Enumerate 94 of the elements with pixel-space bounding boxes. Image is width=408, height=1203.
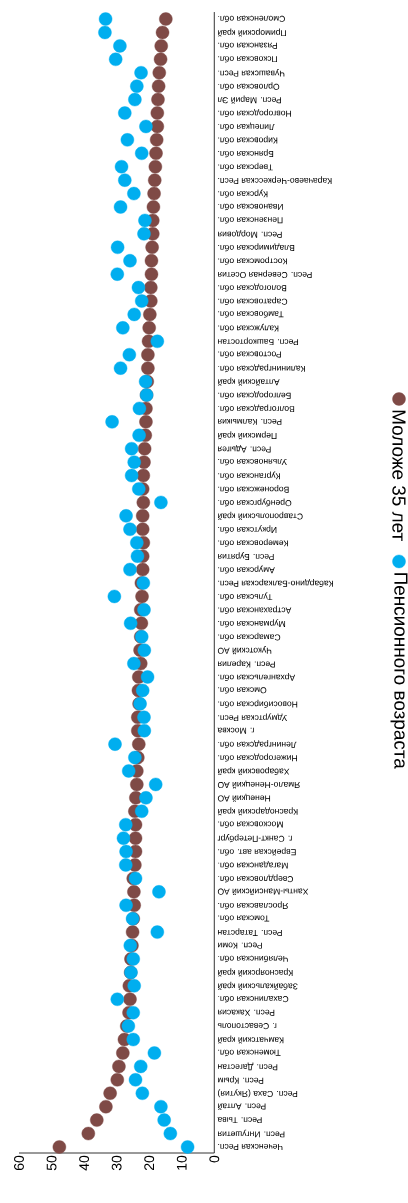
y-tick-label: Удмуртская Респ. (218, 713, 288, 722)
y-tick-label: Респ. Марий Эл (218, 95, 281, 104)
y-tick-label: Ярославская обл. (218, 901, 288, 910)
y-tick-label: Красноярский край (218, 968, 293, 977)
y-tick-label: Респ. Саха (Якутия) (218, 1089, 298, 1098)
y-tick-label: Респ. Татарстан (218, 928, 282, 936)
y-tick-label: Ставропольский край (218, 511, 303, 520)
y-tick-label: Респ. Дагестан (218, 1062, 278, 1071)
y-tick-label: Нижегородская обл. (218, 753, 297, 762)
legend-label: Моложе 35 лет (392, 410, 406, 541)
y-tick-label: г. Севастополь (217, 1023, 277, 1030)
y-tick-label: Камчатский край (218, 1035, 284, 1044)
y-tick-label: Еврейская авт. обл. (218, 847, 296, 856)
y-tick-label: Волгоградская обл. (218, 404, 295, 413)
y-tick-label: Ленинградская обл. (218, 740, 297, 749)
y-tick-label: Саратовская обл. (218, 296, 288, 306)
y-tick-label: Респ. Крым (218, 1075, 264, 1084)
y-tick-label: Алтайский край (218, 377, 280, 386)
y-tick-label: Хабаровский край (218, 766, 290, 776)
x-tick-label: 60 (14, 1155, 24, 1171)
y-tick-label: Кабардино-Балкарская Респ. (218, 578, 333, 588)
y-tick-label: Костромская обл. (218, 256, 287, 265)
y-tick-label: Респ. Карелия (218, 659, 275, 668)
y-tick-label: г. Санкт-Петербург (217, 834, 292, 843)
y-tick-label: Кемеровская обл. (218, 538, 288, 547)
y-tick-label: Амурская обл. (218, 565, 275, 574)
y-tick-label: Респ. Бурятия (218, 552, 274, 560)
y-tick-label: Респ. Ингушетия (218, 1129, 285, 1138)
y-tick-label: Брянская обл. (218, 149, 274, 158)
y-tick-label: Приморский край (218, 28, 286, 37)
y-tick-label: Липецкая обл. (218, 122, 275, 131)
y-tick-label: Ивановская обл. (218, 203, 283, 211)
y-tick-label: Пермский край (218, 431, 277, 440)
y-tick-label: Респ. Башкортостан (218, 337, 299, 346)
y-tick-label: Ханты-Мансийский АО (217, 888, 309, 896)
x-tick-label: 20 (144, 1155, 155, 1171)
y-tick-label: Тверская обл. (218, 162, 273, 171)
y-tick-label: Калужская обл. (218, 323, 279, 332)
y-tick-label: Самарская обл. (218, 632, 281, 641)
y-tick-label: Тюменская обл. (218, 1049, 281, 1057)
y-tick-label: Московская обл. (218, 821, 283, 828)
y-tick-label: Респ. Хакасия (218, 1009, 275, 1016)
y-tick-label: г. Москва (217, 727, 254, 734)
y-tick-label: Вологодская обл. (218, 283, 287, 292)
y-tick-label: Белгородская обл. (218, 390, 291, 400)
y-tick-label: Новосибирская обл. (218, 699, 298, 708)
y-tick-label: Смоленская обл. (218, 15, 285, 23)
y-tick-label: Чувашская Респ. (218, 68, 285, 77)
y-tick-label: Свердловская обл. (218, 874, 294, 883)
y-tick-label: Респ. Мордовия (218, 230, 282, 238)
y-tick-label: Магаданская обл. (218, 860, 288, 869)
y-tick-label: Краснодарский край (218, 807, 298, 816)
y-tick-label: Тульская обл. (218, 592, 273, 601)
y-tick-label: Курская обл. (218, 189, 268, 198)
y-tick-label: Астраханская обл. (218, 605, 292, 614)
y-tick-label: Новгородская обл. (218, 108, 292, 118)
y-tick-label: Респ. Коми (218, 942, 262, 949)
y-tick-label: Томская обл. (218, 915, 270, 922)
y-tick-label: Рязанская обл. (218, 42, 277, 50)
y-tick-label: Ростовская обл. (218, 351, 281, 358)
x-tick-label: 0 (209, 1155, 220, 1163)
y-tick-label: Челябинская обл. (218, 955, 288, 963)
y-tick-label: Омская обл. (218, 687, 267, 694)
y-tick-label: Калининградская обл. (218, 364, 305, 373)
y-tick-label: Респ. Алтай (218, 1103, 266, 1110)
y-tick-label: Респ. Тыва (217, 1117, 262, 1124)
y-tick-label: Орловская обл. (218, 82, 280, 91)
x-tick-label: 40 (79, 1155, 90, 1171)
y-tick-label: Забайкальский край (218, 981, 298, 990)
y-tick-label: Респ. Северная Осетия (218, 270, 312, 279)
y-tick-label: Ульяновская обл. (218, 458, 287, 466)
y-tick-label: Чукотский АО (217, 646, 272, 655)
y-tick-label: Иркутская обл. (218, 525, 277, 534)
y-tick-label: Псковская обл. (218, 56, 277, 63)
y-tick-label: Владимирская обл. (218, 243, 295, 252)
x-tick-label: 50 (46, 1155, 57, 1171)
y-tick-label: Воронежская обл. (218, 484, 289, 494)
y-tick-label: Кировская обл. (218, 135, 278, 144)
y-tick-label: Пензенская обл. (218, 217, 283, 224)
y-tick-label: Сахалинская обл. (218, 996, 289, 1003)
y-tick-label: Чеченская Респ. (218, 1143, 283, 1150)
y-tick-label: Курганская обл. (218, 471, 280, 480)
y-tick-label: Оренбургская обл. (218, 498, 292, 507)
y-tick-label: Мурманская обл. (218, 619, 286, 628)
legend-label: Пенсионного возраста (390, 573, 408, 769)
y-tick-label: Архангельская обл. (218, 672, 296, 682)
y-tick-label: Респ. Адыгея (218, 444, 271, 453)
x-tick-label: 10 (176, 1155, 187, 1170)
y-tick-label: Респ. Калмыкия (218, 418, 282, 425)
x-tick-label: 30 (111, 1155, 122, 1171)
y-tick-label: Карачаево-Черкесская Респ. (218, 176, 332, 184)
y-tick-label: Ямало-Ненецкий АО (217, 780, 300, 789)
y-tick-label: Тамбовская обл. (218, 311, 284, 318)
y-tick-label: Ненецкий АО (217, 793, 271, 802)
